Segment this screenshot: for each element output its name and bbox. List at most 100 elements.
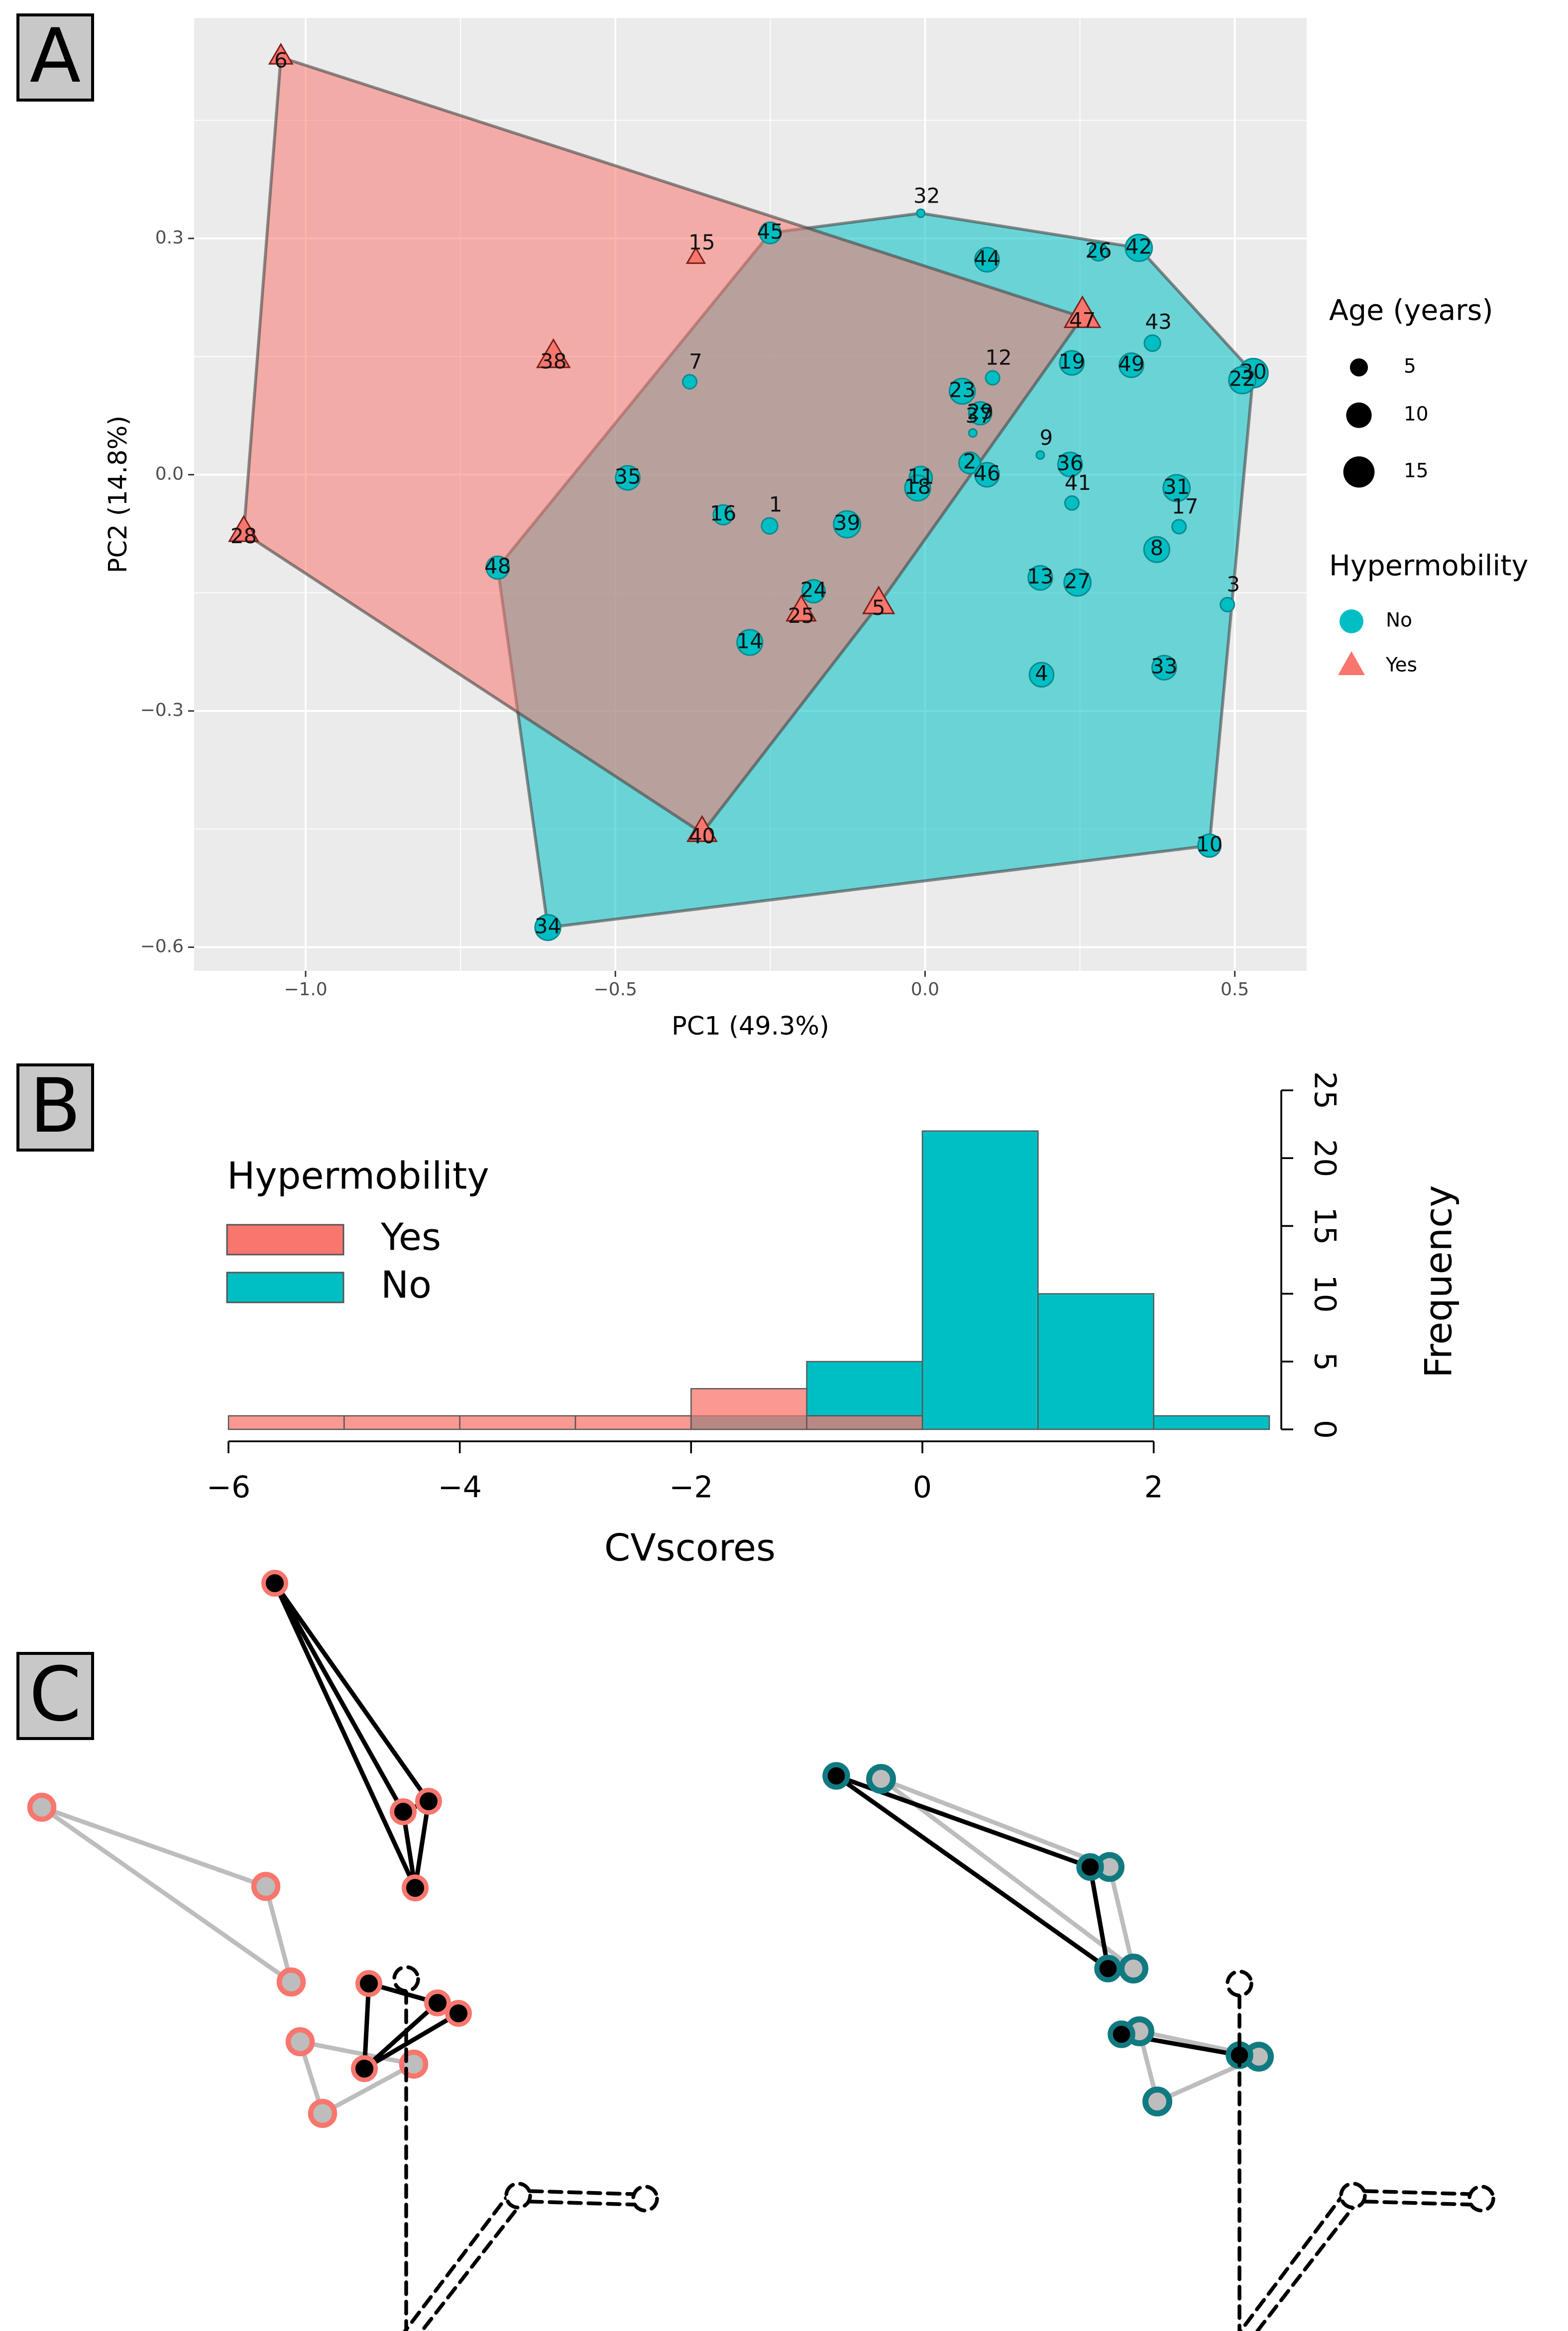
point xyxy=(736,629,764,656)
panel-box xyxy=(16,13,95,102)
point-label: 10 xyxy=(1196,832,1223,856)
point-label: 41 xyxy=(1065,470,1091,495)
point-label: 7 xyxy=(689,349,702,373)
point xyxy=(968,401,993,426)
legend-key xyxy=(226,1272,344,1303)
x-tick-label: 0.0 xyxy=(911,979,939,1000)
point xyxy=(1057,452,1083,477)
y-axis-label: PC2 (14.8%) xyxy=(104,416,133,574)
point-label: 15 xyxy=(688,230,715,254)
panel-a: −1.0 −0.5 0.0 0.5 −0.6 −0.3 0.0 0.3 PC1 (49.3%) P… xyxy=(104,17,1528,1041)
left-black-points xyxy=(261,1569,472,2082)
point-label: 29 xyxy=(967,400,993,424)
y-tick-label: 25 xyxy=(1307,1071,1342,1109)
panel-label: B xyxy=(30,1063,81,1150)
point-label: 43 xyxy=(1145,310,1171,334)
left-reference xyxy=(392,1965,659,2331)
legend-key xyxy=(1338,651,1365,675)
y-tick-label: 5 xyxy=(1307,1352,1342,1371)
point xyxy=(1143,334,1161,352)
point-label: 32 xyxy=(913,184,940,208)
y-tick-label: 10 xyxy=(1307,1275,1342,1312)
point xyxy=(1028,662,1055,688)
point xyxy=(759,221,782,244)
bar xyxy=(806,1415,923,1430)
bar xyxy=(1037,1293,1154,1430)
point-label: 19 xyxy=(1059,349,1085,373)
x-tick-label: −4 xyxy=(438,1470,481,1505)
y-tick-label: 15 xyxy=(1307,1207,1342,1245)
y-tick-label: −0.6 xyxy=(140,936,184,957)
size-legend-key xyxy=(1349,358,1368,377)
legend-label: No xyxy=(1386,609,1412,631)
point xyxy=(536,338,571,368)
size-legend-label: 10 xyxy=(1404,403,1429,425)
y-tick-label: 0 xyxy=(1307,1420,1342,1439)
size-legend-label: 5 xyxy=(1404,355,1416,377)
x-tick-label: −2 xyxy=(669,1470,713,1505)
point xyxy=(1064,495,1080,511)
legend-key xyxy=(226,1224,344,1256)
legend-label: Yes xyxy=(1385,654,1417,676)
x-axis-label: PC1 (49.3%) xyxy=(672,1012,829,1041)
point xyxy=(785,594,817,622)
point xyxy=(801,579,826,603)
point-label: 2 xyxy=(963,449,977,473)
y-axis-label: Frequency xyxy=(1416,1185,1460,1378)
point-label: 37 xyxy=(966,403,992,428)
panel-label: A xyxy=(30,13,81,100)
y-tick-label: 20 xyxy=(1307,1139,1342,1177)
point-label: 47 xyxy=(1069,308,1096,333)
bar xyxy=(690,1388,807,1430)
y-tick-label: −0.3 xyxy=(140,700,184,720)
bar xyxy=(227,1415,345,1430)
point-label: 30 xyxy=(1240,359,1266,384)
point-label: 25 xyxy=(788,603,814,628)
point-label: 5 xyxy=(872,595,886,620)
x-tick-label: −6 xyxy=(207,1470,250,1505)
x-tick-label: −0.5 xyxy=(594,979,637,1000)
legend-label: Yes xyxy=(380,1215,441,1259)
point-label: 3 xyxy=(1227,572,1240,596)
point xyxy=(228,515,260,542)
point-label: 49 xyxy=(1118,351,1144,376)
point xyxy=(1162,473,1191,502)
point xyxy=(974,246,1000,273)
point xyxy=(833,510,861,539)
point-label: 8 xyxy=(1150,536,1163,560)
point xyxy=(1171,519,1187,535)
point-label: 17 xyxy=(1172,494,1198,518)
point-label: 24 xyxy=(800,578,827,602)
size-legend-title: Age (years) xyxy=(1329,294,1493,327)
point-label: 6 xyxy=(274,48,288,73)
panel-box xyxy=(16,1063,95,1152)
size-legend-key xyxy=(1346,402,1372,428)
point xyxy=(485,555,510,580)
point xyxy=(958,451,981,474)
point-label: 13 xyxy=(1027,564,1053,588)
point xyxy=(1089,242,1109,262)
point-label: 28 xyxy=(230,524,257,548)
point xyxy=(615,465,641,491)
x-tick-label: 0 xyxy=(913,1470,932,1505)
x-tick-label: 2 xyxy=(1144,1470,1163,1505)
point-label: 9 xyxy=(1040,425,1053,450)
right-black-links xyxy=(835,1773,1242,2058)
y-tick-label: 0.0 xyxy=(155,464,184,484)
panel-labels: A B C xyxy=(16,13,95,1740)
point xyxy=(1228,366,1256,394)
point-label: 26 xyxy=(1085,238,1112,262)
right-gray-links xyxy=(880,1776,1266,2105)
point-label: 16 xyxy=(710,501,736,526)
point-label: 12 xyxy=(985,345,1011,369)
point xyxy=(1063,568,1092,597)
point-label: 1 xyxy=(769,492,783,517)
point xyxy=(1063,295,1102,328)
point xyxy=(1143,536,1170,563)
point xyxy=(1059,350,1085,376)
point xyxy=(862,585,896,614)
legend-key xyxy=(1339,609,1363,633)
panel-box xyxy=(16,1651,95,1740)
point-label: 22 xyxy=(1229,366,1255,391)
right-gray-points xyxy=(866,1763,1274,2116)
